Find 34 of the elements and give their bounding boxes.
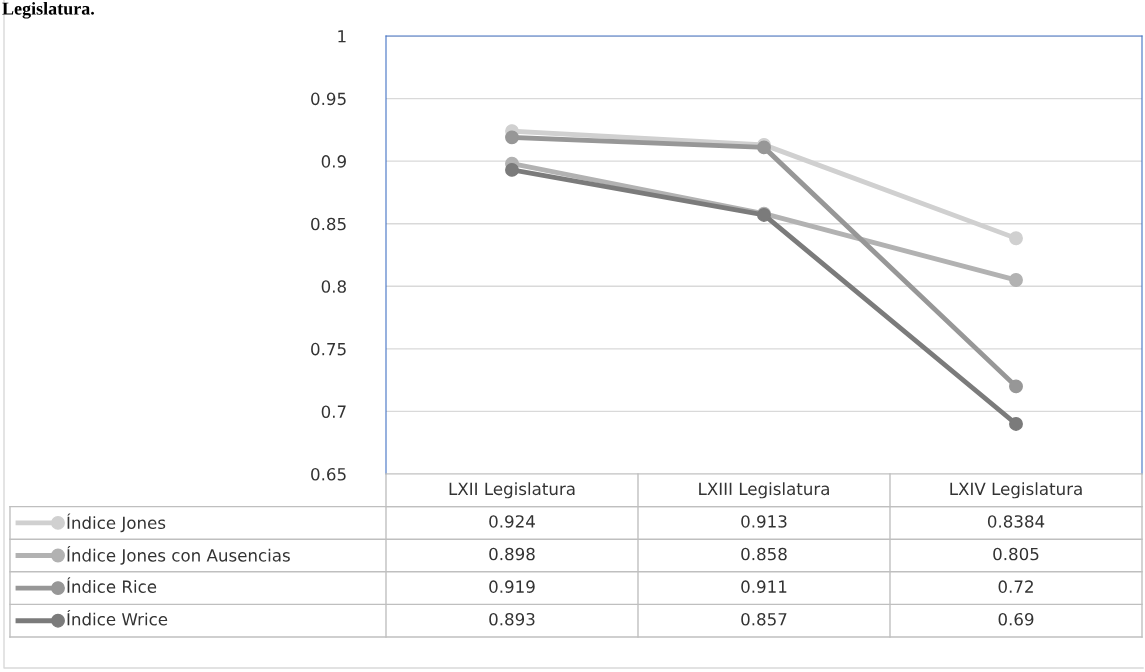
point: [505, 162, 519, 177]
data-label: 0.858: [741, 547, 787, 561]
data-label: 0.893: [489, 612, 535, 626]
y-tick-label: 0.75: [311, 342, 346, 356]
point: [1009, 416, 1023, 431]
data-label: 0.857: [741, 612, 787, 626]
y-tick-label: 0.8: [321, 280, 346, 293]
legend-label: Índice Wrice: [67, 609, 168, 626]
x-tick-label: LXIII Legislatura: [699, 482, 829, 499]
point: [505, 130, 519, 145]
data-label: 0.913: [741, 515, 787, 528]
legend-label: Índice Jones con Ausencias: [67, 545, 290, 565]
point: [1009, 379, 1023, 394]
data-label: 0.805: [993, 547, 1039, 561]
data-label: 0.69: [998, 612, 1034, 626]
y-tick-label: 0.85: [311, 217, 346, 231]
y-tick-label: 0.9: [321, 155, 346, 168]
y-tick-label: 0.7: [321, 405, 346, 418]
y-tick-label: 0.95: [311, 92, 346, 106]
data-label: 0.898: [489, 547, 535, 561]
legend-label: Índice Rice: [67, 577, 157, 593]
x-tick-label: LXII Legislatura: [449, 482, 575, 499]
y-tick-label: 0.65: [311, 467, 346, 481]
y-tick-label: 1: [338, 30, 346, 43]
data-label: 0.924: [489, 515, 535, 528]
data-label: 0.911: [741, 580, 787, 593]
point: [1009, 273, 1023, 287]
point: [1009, 231, 1023, 246]
data-label: 0.919: [489, 580, 535, 593]
x-tick-label: LXIV Legislatura: [950, 482, 1082, 499]
data-label: 0.8384: [987, 515, 1045, 528]
data-label: 0.72: [998, 580, 1033, 593]
legend-label: Índice Jones: [67, 513, 166, 533]
text: Legislatura.: [2, 2, 94, 19]
